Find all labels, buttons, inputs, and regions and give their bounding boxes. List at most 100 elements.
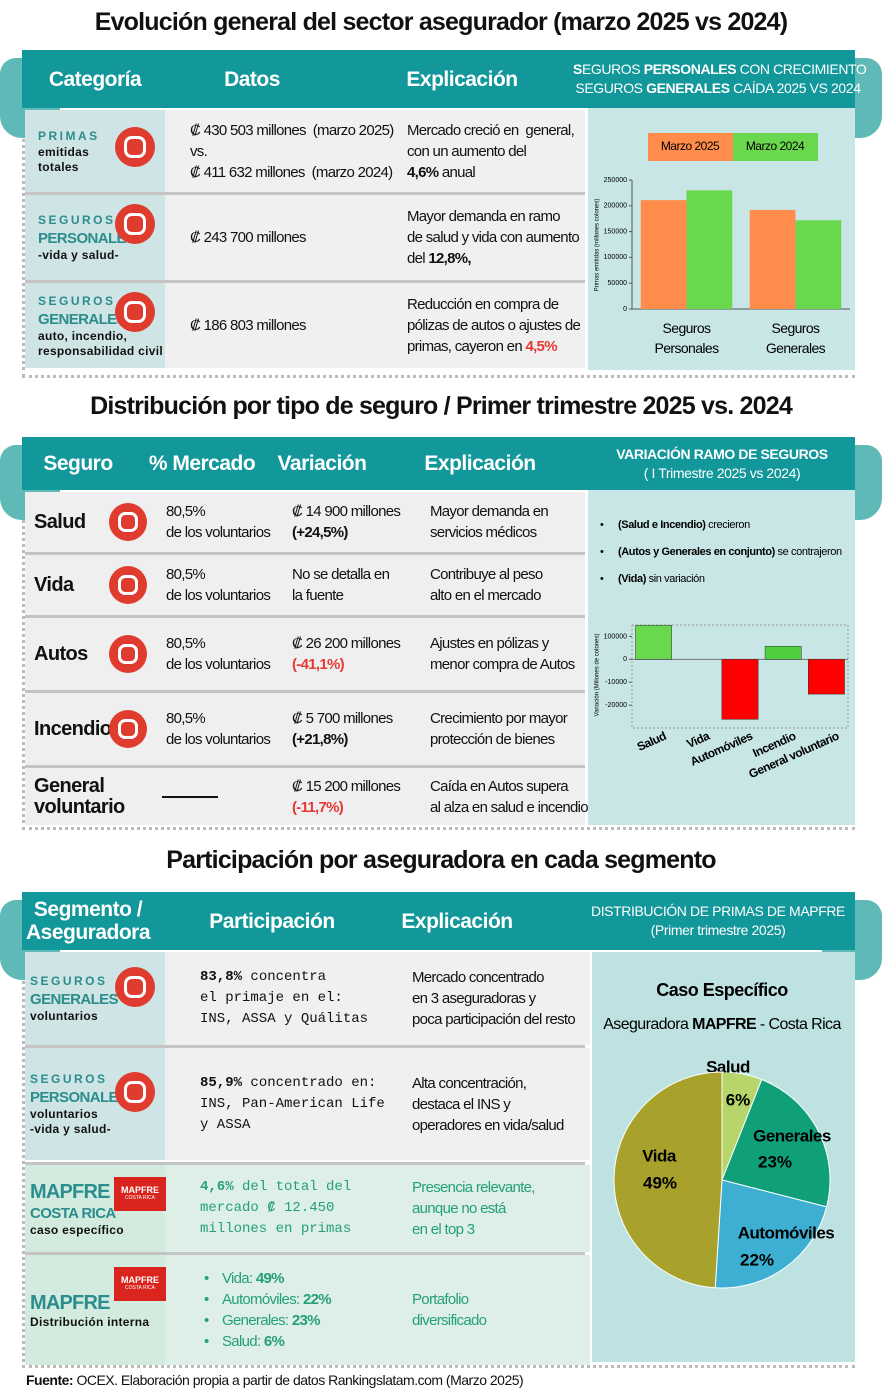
text-run: (Autos y Generales en conjunto)	[618, 546, 775, 558]
text-line: al alza en salud e incendio	[430, 798, 589, 816]
row-explanation: Contribuye al peso alto en el mercado	[430, 555, 590, 615]
row-participation: Vida: 49%Automóviles: 22%Generales: 23%S…	[200, 1255, 400, 1365]
text-run: del	[407, 250, 429, 267]
row-divider	[25, 615, 585, 618]
empty-share	[162, 795, 218, 798]
text-line: 4,6% anual	[407, 162, 587, 183]
column-header: Participación	[182, 892, 362, 950]
text-line: del 12,8%,	[407, 248, 587, 269]
row-explanation: Alta concentración, destaca el INS y opera…	[412, 1048, 587, 1160]
icon	[115, 127, 155, 167]
text-line: auto, incendio,	[38, 328, 128, 343]
row-variation: No se detalla en la fuente	[292, 555, 422, 615]
row-divider	[25, 192, 585, 195]
text-line: VARIACIÓN RAMO DE SEGUROS	[577, 445, 867, 464]
row-data: ₡ 243 700 millones	[190, 195, 395, 280]
text-line: 80,5%	[166, 566, 206, 583]
row-label: Incendio	[34, 693, 124, 765]
row-share: 80,5% de los voluntarios	[166, 492, 286, 552]
section-frame	[22, 60, 855, 378]
icon-glyph	[124, 300, 146, 323]
side-title: SEGUROS PERSONALES CON CRECIMIENTO SEGURO…	[573, 50, 867, 108]
row-bg	[165, 110, 585, 192]
row-explanation: Reducción en compra de pólizas de autos o…	[407, 283, 587, 368]
row-explanation: Mayor demanda en ramo de salud y vida con…	[407, 195, 587, 280]
icon-glyph	[124, 975, 146, 998]
icon-glyph	[124, 1081, 146, 1103]
text-line: GENERALES	[38, 310, 127, 328]
section-title: Distribución por tipo de seguro / Primer…	[90, 391, 793, 420]
icon	[115, 203, 155, 244]
header-band	[22, 892, 855, 950]
text-line: la fuente	[292, 585, 422, 606]
text-line: de los voluntarios	[166, 656, 271, 673]
icon-glyph	[117, 718, 139, 740]
text-line: INS, ASSA y Quálitas	[200, 1009, 400, 1030]
row-explanation: Caída en Autos supera al alza en salud e …	[430, 768, 590, 825]
header-band	[22, 437, 855, 490]
row-participation: 83,8% concentra el primaje en el: INS, ASS…	[200, 952, 400, 1045]
icon-glyph	[117, 574, 139, 596]
column-header: Segmento / Aseguradora	[0, 892, 178, 950]
text-line: totales	[38, 159, 79, 174]
text-run: ( I Trimestre 2025 vs 2024)	[643, 464, 801, 481]
text-line: Autos	[34, 642, 88, 665]
text-line: COSTA RICA	[30, 1204, 116, 1222]
text-line: 80,5%	[166, 635, 206, 652]
row-label: MAPFRE Distribución interna	[30, 1255, 150, 1365]
logo: MAPFRE COSTA RICA	[114, 1267, 166, 1301]
text-line: de los voluntarios	[166, 731, 271, 748]
icon	[109, 710, 147, 748]
text-line: ₡ 186 803 millones	[190, 317, 307, 334]
text-line: % Mercado	[148, 452, 256, 475]
text-line: PERSONALES	[30, 1089, 128, 1106]
text-run: concentra	[242, 969, 327, 985]
text-line: Datos	[224, 67, 280, 91]
text-line: Aseguradora MAPFRE - Costa Rica	[592, 1016, 852, 1034]
text-run: - Costa Rica	[756, 1016, 841, 1033]
text-line: Generales: 23%	[200, 1310, 400, 1331]
text-run: (Primer trimestre 2025)	[650, 922, 786, 938]
text-run: 22%	[302, 1291, 332, 1308]
text-line: ₡ 15 200 millones	[292, 776, 422, 797]
icon-glyph	[117, 643, 139, 665]
text-run: y ASSA	[200, 1116, 251, 1133]
text-run: Salud:	[222, 1333, 264, 1350]
text-line: PERSONALES	[38, 230, 136, 247]
text-line: Explicación	[406, 67, 518, 91]
text-line: Vida	[34, 573, 74, 596]
text-run: VARIACIÓN RAMO DE SEGUROS	[616, 445, 828, 462]
text-line: 80,5%	[166, 503, 206, 520]
text-line: MAPFRE	[30, 1180, 110, 1203]
text-run: S	[573, 61, 582, 77]
icon	[115, 291, 155, 332]
text-run: OCEX. Elaboración propia a partir de dat…	[73, 1372, 524, 1388]
column-header: % Mercado	[112, 437, 292, 490]
text-run: concentrado en:	[242, 1074, 377, 1091]
text-run: se contrajeron	[774, 546, 843, 558]
text-line: aunque no está	[412, 1200, 506, 1217]
text-run: millones en primas	[200, 1221, 352, 1237]
text-line: caso específico	[30, 1222, 124, 1237]
text-run: la fuente	[292, 587, 344, 604]
text-run: Mayor demanda en ramo	[407, 208, 561, 225]
row-divider	[25, 765, 585, 768]
text-line: Variación	[277, 452, 367, 475]
icon-glyph	[124, 212, 146, 235]
chart-subtitle: Aseguradora MAPFRE - Costa Rica	[592, 1016, 852, 1042]
text-line: Salud	[34, 510, 86, 533]
text-line: vs.	[190, 142, 208, 160]
row-label: PRIMAS emitidas totales	[38, 110, 148, 192]
text-run: No se detalla en	[292, 566, 390, 583]
text-line: Mayor demanda en	[430, 503, 549, 520]
text-line: Alta concentración,	[412, 1074, 527, 1092]
row-variation: ₡ 15 200 millones (-11,7%)	[292, 768, 422, 825]
icon	[109, 566, 147, 604]
text-line: Caída en Autos supera	[430, 777, 569, 795]
icon	[109, 503, 147, 541]
text-run: 85,9%	[200, 1074, 243, 1091]
icon-glyph	[117, 511, 139, 533]
text-line: en el top 3	[412, 1221, 475, 1238]
text-line: DISTRIBUCIÓN DE PRIMAS DE MAPFRE	[573, 902, 863, 921]
row-data: ₡ 430 503 millones (marzo 2025) vs. ₡ 411 …	[190, 110, 395, 192]
